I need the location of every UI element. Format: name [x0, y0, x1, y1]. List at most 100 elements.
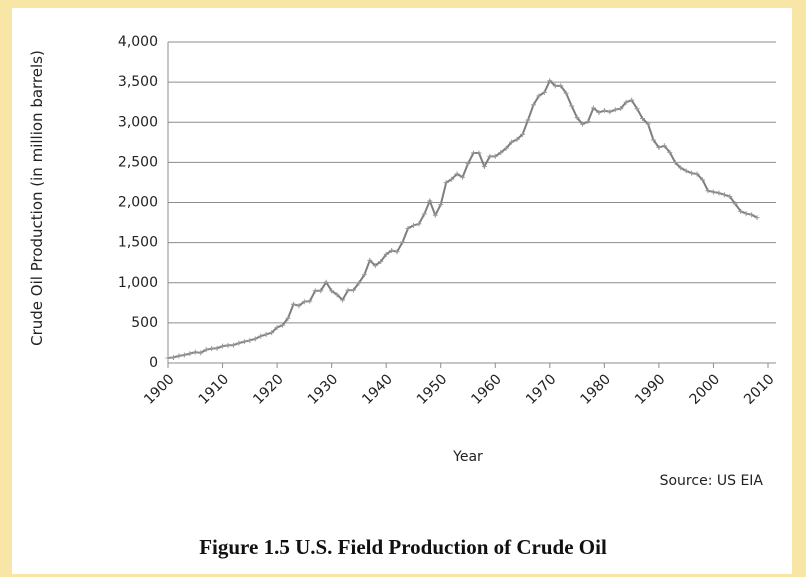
point-marker	[552, 83, 558, 89]
point-marker	[165, 355, 171, 361]
point-marker	[509, 139, 515, 145]
point-marker	[296, 303, 302, 309]
point-marker	[170, 354, 176, 360]
point-marker	[743, 211, 749, 217]
point-marker	[427, 198, 433, 204]
x-tick-label: 2010	[741, 371, 778, 408]
y-tick-label: 0	[149, 355, 158, 371]
point-marker	[481, 163, 487, 169]
point-marker	[416, 221, 422, 227]
point-marker	[280, 322, 286, 328]
point-marker	[258, 333, 264, 339]
point-marker	[470, 150, 476, 156]
point-marker	[247, 337, 253, 343]
x-tick-label: 1930	[305, 371, 342, 408]
point-marker	[301, 299, 307, 305]
caption: Figure 1.5 U.S. Field Production of Crud…	[199, 535, 607, 559]
point-marker	[192, 349, 198, 355]
point-marker	[367, 257, 373, 263]
point-marker	[263, 331, 269, 337]
point-marker	[580, 121, 586, 127]
point-marker	[683, 168, 689, 174]
point-marker	[285, 315, 291, 321]
point-marker	[460, 174, 466, 180]
point-marker	[241, 339, 247, 345]
point-marker	[569, 103, 575, 109]
point-marker	[274, 324, 280, 330]
y-tick-label: 3,500	[118, 74, 158, 90]
point-marker	[656, 145, 662, 151]
point-marker	[590, 105, 596, 111]
point-marker	[329, 288, 335, 294]
point-marker	[585, 119, 591, 125]
point-marker	[350, 287, 356, 293]
point-marker	[454, 171, 460, 177]
point-marker	[601, 108, 607, 114]
x-tick-label: 1920	[250, 371, 287, 408]
point-marker	[230, 342, 236, 348]
point-marker	[465, 161, 471, 167]
point-marker	[514, 136, 520, 142]
x-tick-label: 1980	[578, 371, 615, 408]
point-marker	[678, 165, 684, 171]
point-marker	[629, 97, 635, 103]
point-marker	[727, 194, 733, 200]
point-marker	[389, 247, 395, 253]
point-marker	[410, 222, 416, 228]
point-marker	[400, 239, 406, 245]
point-marker	[710, 189, 716, 195]
point-marker	[405, 225, 411, 231]
point-marker	[487, 153, 493, 159]
x-tick-label: 1940	[359, 371, 396, 408]
y-tick-label: 1,500	[118, 235, 158, 251]
point-marker	[443, 180, 449, 186]
point-marker	[623, 99, 629, 105]
point-marker	[721, 192, 727, 198]
y-tick-label: 4,000	[118, 34, 158, 50]
point-marker	[503, 145, 509, 151]
point-marker	[394, 249, 400, 255]
x-axis-label: Year	[452, 449, 483, 465]
y-axis-label: Crude Oil Production (in million barrels…	[28, 50, 46, 346]
point-marker	[372, 263, 378, 269]
point-marker	[645, 121, 651, 127]
point-marker	[209, 346, 215, 352]
point-marker	[378, 258, 384, 264]
point-marker	[530, 102, 536, 108]
point-marker	[361, 272, 367, 278]
point-marker	[672, 159, 678, 165]
point-marker	[694, 171, 700, 177]
point-marker	[198, 350, 204, 356]
point-marker	[312, 288, 318, 294]
y-tick-label: 3,000	[118, 114, 158, 130]
point-marker	[356, 280, 362, 286]
point-marker	[596, 110, 602, 116]
point-marker	[558, 83, 564, 89]
point-marker	[438, 202, 444, 208]
point-marker	[754, 215, 760, 221]
point-marker	[640, 115, 646, 121]
point-marker	[318, 288, 324, 294]
point-marker	[323, 279, 329, 285]
point-marker	[432, 212, 438, 218]
source-note: Source: US EIA	[660, 473, 764, 489]
point-marker	[492, 153, 498, 159]
panel	[12, 8, 792, 574]
point-marker	[383, 251, 389, 257]
point-marker	[700, 177, 706, 183]
point-marker	[661, 143, 667, 149]
point-marker	[705, 188, 711, 194]
x-tick-label: 1990	[632, 371, 669, 408]
x-tick-label: 2000	[687, 371, 724, 408]
point-marker	[738, 208, 744, 214]
point-marker	[607, 109, 613, 115]
point-marker	[203, 347, 209, 353]
point-marker	[574, 115, 580, 121]
x-tick-label: 1910	[196, 371, 233, 408]
point-marker	[716, 190, 722, 196]
y-tick-label: 2,000	[118, 195, 158, 211]
x-tick-label: 1970	[523, 371, 560, 408]
y-tick-label: 1,000	[118, 275, 158, 291]
